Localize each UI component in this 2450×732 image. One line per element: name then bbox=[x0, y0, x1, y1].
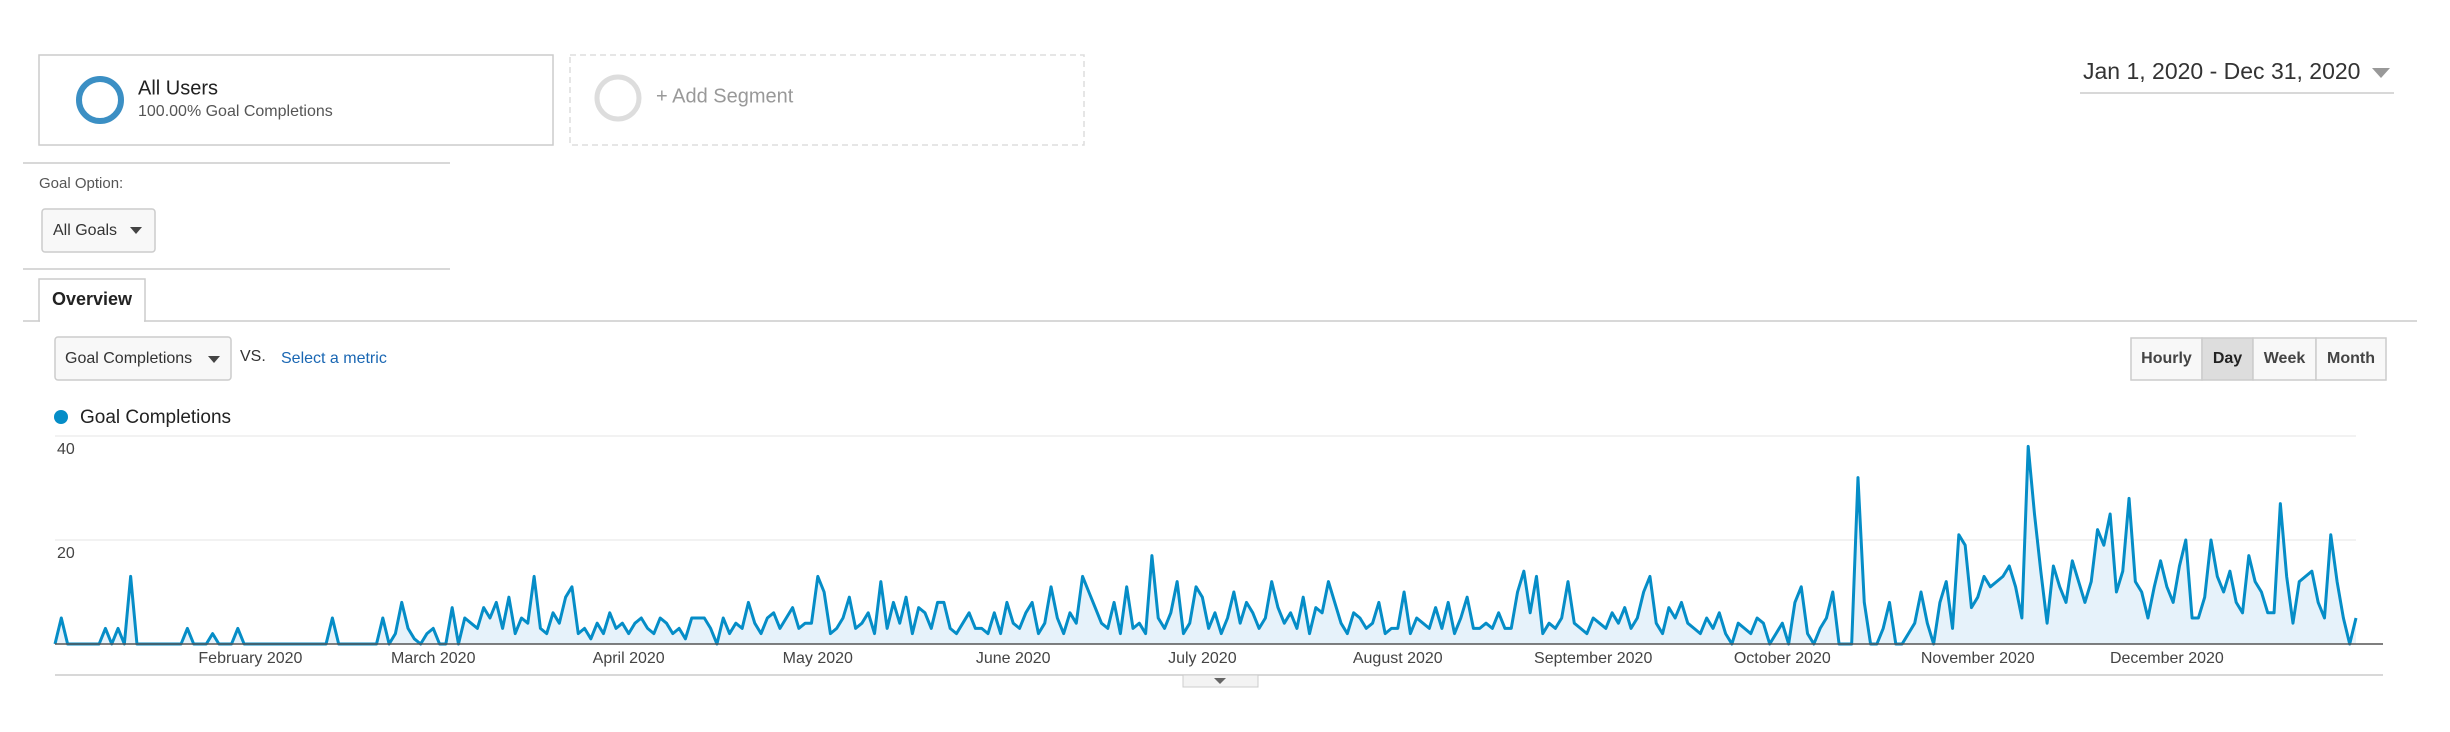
segment-card[interactable]: All Users 100.00% Goal Completions bbox=[38, 54, 554, 146]
date-range-picker[interactable]: Jan 1, 2020 - Dec 31, 2020 bbox=[2080, 58, 2394, 94]
button-box bbox=[2315, 337, 2387, 381]
y-tick-label: 40 bbox=[57, 441, 75, 458]
button-box bbox=[2130, 337, 2203, 381]
legend-swatch bbox=[54, 410, 68, 424]
button-label: Week bbox=[2264, 350, 2306, 367]
dropdown-arrow bbox=[208, 356, 220, 363]
goal-dropdown-value: All Goals bbox=[53, 222, 117, 239]
expand-toggle[interactable] bbox=[1182, 674, 1259, 688]
granularity-button[interactable]: Month bbox=[2315, 337, 2387, 381]
x-tick-label: April 2020 bbox=[593, 650, 665, 667]
granularity-button[interactable]: Week bbox=[2252, 337, 2317, 381]
button-label: Month bbox=[2327, 350, 2375, 367]
toggle-arrow bbox=[1214, 678, 1226, 684]
x-tick-label: August 2020 bbox=[1353, 650, 1443, 667]
button-label: Hourly bbox=[2141, 350, 2192, 367]
segment-icon bbox=[76, 76, 124, 124]
granularity-group: Hourly Day Week Month bbox=[2130, 337, 2387, 381]
tab-join bbox=[40, 318, 144, 323]
add-segment-label: + Add Segment bbox=[656, 85, 794, 107]
button-box bbox=[2252, 337, 2317, 381]
x-tick-label: September 2020 bbox=[1534, 650, 1652, 667]
add-segment-icon bbox=[594, 74, 642, 122]
overview-tab[interactable]: Overview bbox=[38, 278, 146, 323]
x-tick-label: December 2020 bbox=[2110, 650, 2224, 667]
button-label: Day bbox=[2213, 350, 2242, 367]
vs-label: VS. bbox=[240, 348, 266, 365]
x-tick-label: October 2020 bbox=[1734, 650, 1831, 667]
segment-name: All Users bbox=[138, 77, 218, 99]
x-tick-label: November 2020 bbox=[1921, 650, 2035, 667]
granularity-button[interactable]: Hourly bbox=[2130, 337, 2203, 381]
chart: Goal Completions 20 40 February 2020 March 2… bbox=[53, 407, 2383, 676]
dropdown-arrow bbox=[130, 227, 142, 234]
tab-box bbox=[38, 278, 146, 322]
metric-dropdown[interactable]: Goal Completions bbox=[54, 336, 232, 381]
goal-dropdown[interactable]: All Goals bbox=[41, 208, 156, 253]
tab-label: Overview bbox=[52, 289, 133, 309]
dropdown-arrow bbox=[2372, 68, 2390, 78]
add-segment[interactable]: + Add Segment bbox=[569, 54, 1085, 146]
button-box bbox=[2201, 337, 2254, 381]
x-tick-label: July 2020 bbox=[1168, 650, 1237, 667]
metric-value: Goal Completions bbox=[65, 350, 192, 367]
dropdown-box bbox=[54, 336, 232, 381]
granularity-button[interactable]: Day bbox=[2201, 337, 2254, 381]
x-tick-label: May 2020 bbox=[783, 650, 853, 667]
area bbox=[55, 446, 2356, 644]
y-tick-label: 20 bbox=[57, 545, 75, 562]
line bbox=[53, 444, 2358, 646]
date-range: Jan 1, 2020 - Dec 31, 2020 bbox=[2083, 58, 2360, 84]
x-tick-label: June 2020 bbox=[976, 650, 1051, 667]
goal-option-label: Goal Option: bbox=[39, 175, 123, 192]
add-segment-box bbox=[569, 54, 1085, 146]
legend-label: Goal Completions bbox=[80, 407, 231, 428]
x-tick-label: March 2020 bbox=[391, 650, 476, 667]
select-metric-link[interactable]: Select a metric bbox=[281, 350, 387, 367]
segment-box bbox=[38, 54, 554, 146]
dropdown-box bbox=[41, 208, 156, 253]
x-tick-label: February 2020 bbox=[198, 650, 302, 667]
segment-detail: 100.00% Goal Completions bbox=[138, 103, 333, 120]
